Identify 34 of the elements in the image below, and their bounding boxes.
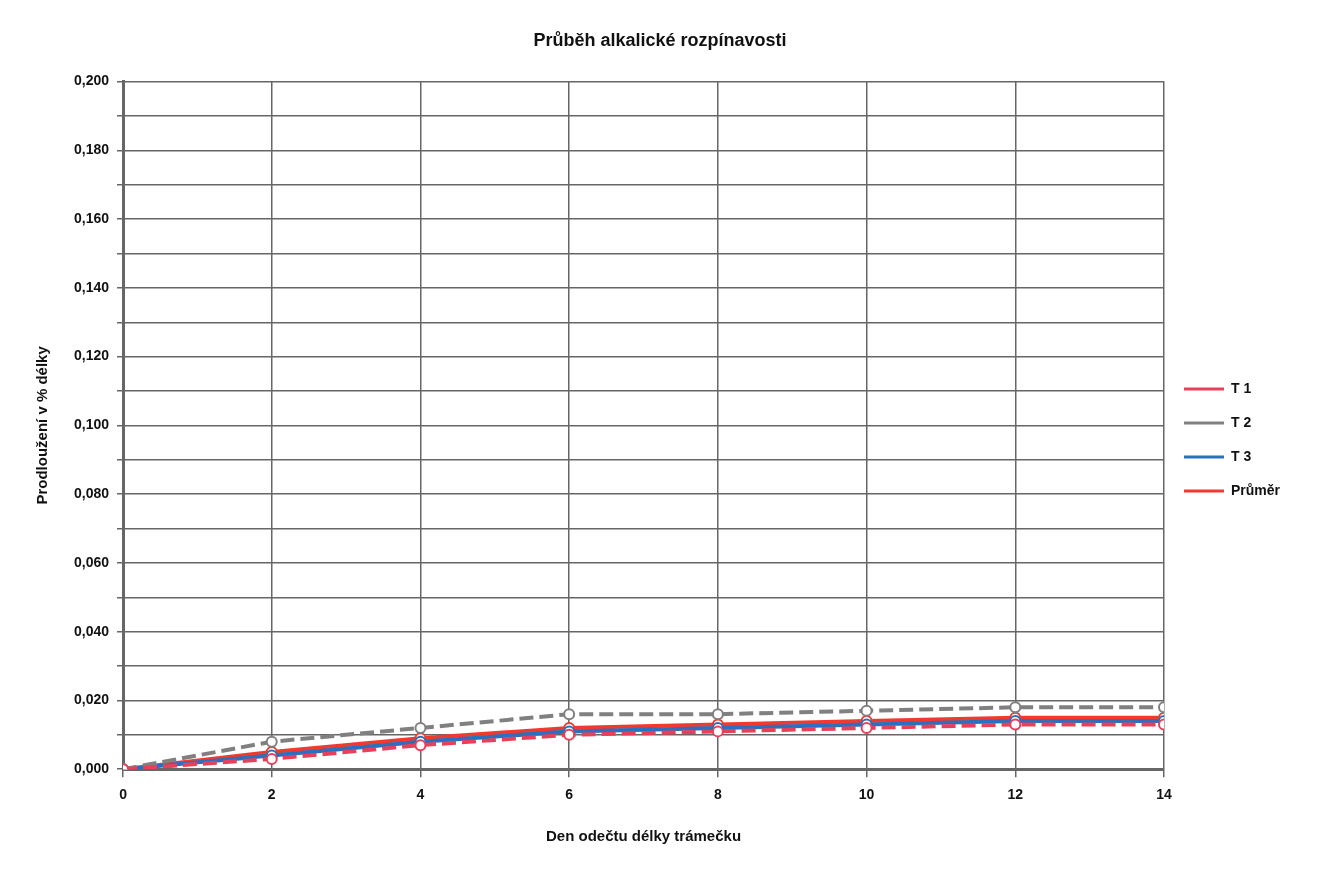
x-axis-title: Den odečtu délky trámečku [545,827,742,845]
y-tick-label: 0,120 [73,347,110,364]
y-tick-label: 0,060 [73,553,110,570]
legend-label: T 3 [1230,447,1252,464]
y-tick-label: 0,160 [73,209,110,226]
x-tick-label: 0 [119,786,128,803]
y-tick-label: 0,020 [73,691,110,708]
point [265,735,278,748]
point [563,708,576,721]
legend-label: T 2 [1230,413,1252,430]
y-axis-title: Prodloužení v % délky [33,345,51,505]
x-tick-label: 6 [565,786,574,803]
x-tick-label: 8 [713,786,722,803]
y-tick-label: 0,180 [73,141,110,158]
x-tick-label: 14 [1156,786,1172,803]
x-tick-label: 4 [416,786,425,803]
chart-title: Průběh alkalické rozpínavosti [533,29,787,50]
legend-label: T 1 [1230,379,1252,396]
y-tick-label: 0,000 [73,760,110,777]
point [860,704,873,717]
legend-label: Průměr [1230,481,1281,498]
point [414,721,427,734]
point [414,739,427,752]
x-tick-label: 10 [858,786,875,803]
y-tick-label: 0,200 [73,72,110,89]
y-tick-label: 0,040 [73,622,110,639]
point [711,725,724,738]
x-tick-label: 12 [1007,786,1024,803]
y-tick-label: 0,100 [73,416,110,433]
y-tick-label: 0,140 [73,278,110,295]
x-tick-label: 2 [267,786,276,803]
point [711,708,724,721]
y-tick-label: 0,080 [73,485,110,502]
point [1009,701,1022,714]
